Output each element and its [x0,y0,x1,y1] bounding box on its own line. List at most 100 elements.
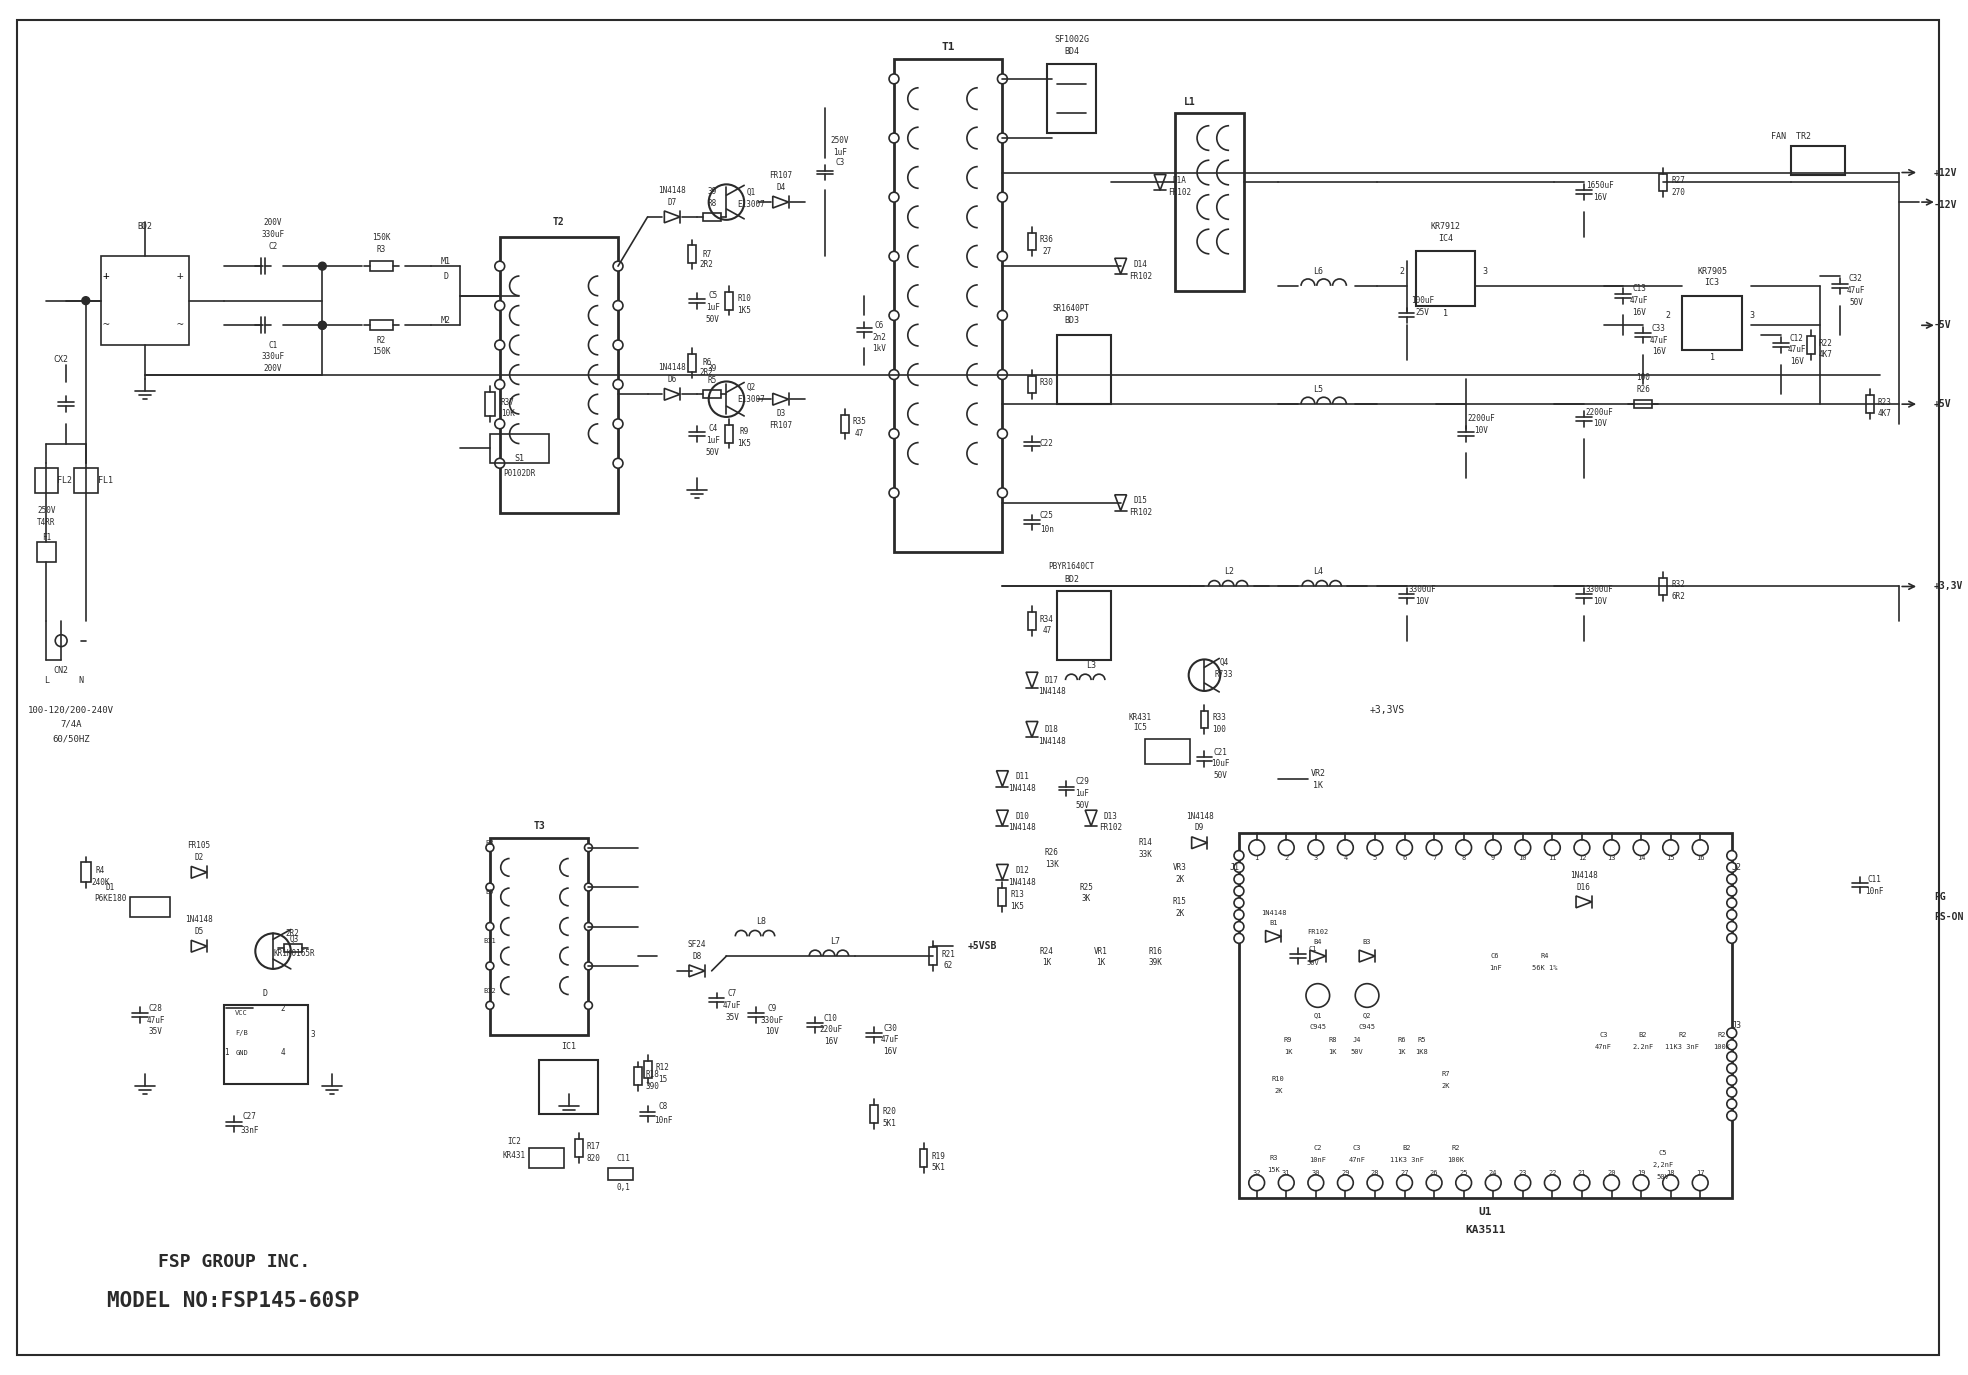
Polygon shape [665,210,681,223]
Circle shape [1397,1174,1413,1191]
Bar [840,415,848,433]
Text: L5: L5 [1313,385,1322,393]
Text: B11: B11 [484,938,496,945]
Text: FR107: FR107 [769,170,793,180]
Text: D18: D18 [1045,725,1059,734]
Text: 47uF: 47uF [882,1035,899,1045]
Text: C12: C12 [1789,334,1805,342]
Text: C29: C29 [1075,777,1088,786]
Text: 13: 13 [1608,854,1616,861]
Text: FR102: FR102 [1307,930,1328,935]
Text: C32: C32 [1850,275,1864,283]
Polygon shape [1114,495,1126,510]
Text: 220uF: 220uF [819,1026,842,1034]
Text: +3,3VS: +3,3VS [1370,704,1405,715]
Text: C13: C13 [1631,285,1645,293]
Text: SF24: SF24 [687,939,707,949]
Text: FR102: FR102 [1130,507,1151,517]
Text: 18: 18 [1667,1170,1675,1176]
Text: T1: T1 [941,43,954,52]
Circle shape [1279,840,1295,855]
Text: C945: C945 [1358,1024,1376,1030]
Circle shape [1338,1174,1354,1191]
Text: C22: C22 [1039,439,1053,448]
Bar [1175,113,1244,290]
Circle shape [890,429,899,439]
Text: 3: 3 [1315,854,1319,861]
Text: C33: C33 [1651,323,1665,333]
Circle shape [319,322,327,329]
Polygon shape [996,771,1008,786]
Text: L6: L6 [1313,267,1322,275]
Text: 17: 17 [1696,1170,1704,1176]
Bar [1417,252,1476,305]
Text: 21: 21 [1578,1170,1586,1176]
Text: 56K 1%: 56K 1% [1531,965,1557,971]
Text: KR7905: KR7905 [1696,267,1728,275]
Text: 1K: 1K [1328,1049,1336,1055]
Circle shape [486,844,494,851]
Text: 250V: 250V [830,136,848,146]
Bar [529,1148,563,1167]
Text: D4: D4 [775,183,785,191]
Text: 19: 19 [1637,1170,1645,1176]
Text: 3: 3 [1750,311,1753,320]
Text: R18: R18 [646,1070,659,1079]
Circle shape [890,311,899,320]
Bar [130,896,169,917]
Text: 27: 27 [1401,1170,1409,1176]
Text: +: + [175,271,183,280]
Text: CX2: CX2 [53,355,69,364]
Text: R8: R8 [707,198,716,208]
Circle shape [1486,1174,1502,1191]
Text: 1N4148: 1N4148 [1008,784,1035,793]
Text: IC1: IC1 [561,1042,577,1052]
Bar [689,353,697,371]
Circle shape [1726,862,1736,872]
Text: 25: 25 [1460,1170,1468,1176]
Circle shape [1279,1174,1295,1191]
Text: 1N4148: 1N4148 [1008,877,1035,887]
Polygon shape [1114,258,1126,274]
Text: 16: 16 [1696,854,1704,861]
Circle shape [1663,1174,1679,1191]
Text: 3K: 3K [1082,894,1090,903]
Polygon shape [689,965,705,976]
Text: R21: R21 [941,950,954,958]
Text: 27: 27 [1043,248,1051,256]
Circle shape [1545,1174,1561,1191]
Circle shape [998,370,1008,380]
Circle shape [1726,1028,1736,1038]
Text: T3: T3 [533,821,545,830]
Text: C4: C4 [708,425,716,433]
Bar [1145,740,1191,764]
Text: 14: 14 [1637,854,1645,861]
Text: R14: R14 [1138,839,1151,847]
Circle shape [890,193,899,202]
Bar [644,1060,651,1078]
Text: 100K: 100K [1446,1158,1464,1163]
Text: 200V: 200V [264,219,281,227]
Text: U1: U1 [1478,1207,1492,1217]
Text: B8: B8 [486,840,494,846]
Text: R36: R36 [1039,235,1053,243]
Text: 1K: 1K [1096,958,1106,968]
Text: T2: T2 [553,217,565,227]
Text: 20: 20 [1608,1170,1616,1176]
Circle shape [494,380,504,389]
Text: +12V: +12V [1935,168,1958,177]
Circle shape [890,488,899,498]
Text: 3: 3 [1482,267,1488,275]
Circle shape [319,263,327,270]
Polygon shape [1153,175,1165,190]
Text: 47uF: 47uF [1649,336,1669,345]
Circle shape [614,340,624,349]
Circle shape [1250,1174,1265,1191]
Text: C1: C1 [1309,946,1317,951]
Circle shape [486,923,494,931]
Text: 26: 26 [1431,1170,1439,1176]
Text: L: L [43,675,49,685]
Text: BD2: BD2 [1065,575,1078,584]
Text: 50V: 50V [1214,771,1228,780]
Text: 39K: 39K [1147,958,1163,968]
